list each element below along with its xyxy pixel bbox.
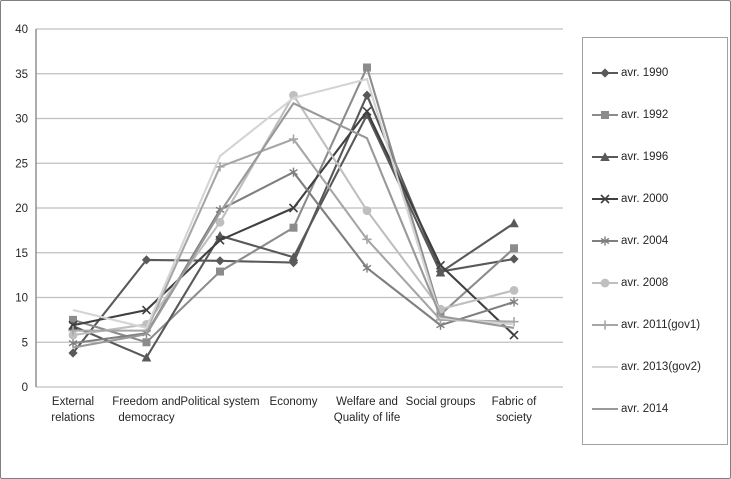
legend-label: avr. 1996 (621, 151, 669, 163)
series-marker-plus (600, 320, 610, 330)
series-marker-square (363, 63, 371, 72)
legend-item: avr. 2004 (591, 234, 727, 248)
legend-marker-triangle-icon (592, 152, 618, 161)
series-marker-diamond (215, 256, 225, 266)
legend-item: avr. 2014 (591, 402, 727, 416)
series-marker-triangle (600, 152, 610, 161)
series-marker-plus (215, 162, 225, 172)
series-marker-x (509, 330, 519, 340)
legend-marker-asterisk-icon (592, 236, 618, 246)
series-marker-triangle (288, 252, 299, 262)
series-marker-x (435, 260, 446, 270)
legend-item: avr. 2000 (591, 192, 727, 206)
series-marker-diamond (600, 68, 610, 78)
series-marker-plus (509, 317, 519, 327)
x-category-label: Freedom and democracy (112, 396, 180, 424)
series-marker-circle (362, 206, 372, 216)
legend-item: avr. 1990 (591, 66, 727, 80)
series-marker-x (362, 106, 372, 116)
series-marker-plus (68, 326, 78, 336)
x-category-label: Social groups (406, 396, 476, 408)
series-marker-square (69, 315, 77, 324)
series-marker-triangle (141, 352, 152, 362)
legend-label: avr. 2013(gov2) (621, 361, 701, 373)
legend-item: avr. 1996 (591, 150, 727, 164)
series-marker-square (601, 111, 609, 119)
x-category-label: Fabric of society (492, 396, 538, 424)
y-tick-label: 30 (15, 114, 28, 126)
series-marker-circle (509, 285, 519, 295)
series-marker-plus (362, 234, 372, 244)
chart-plot-area: 0 5 10 15 20 25 30 35 40 External relations Freedom… (15, 24, 563, 424)
legend-marker-none-icon (592, 407, 618, 411)
legend-marker-x-icon (592, 194, 618, 204)
legend-item: avr. 1992 (591, 108, 727, 122)
legend-marker-none-icon (592, 365, 618, 369)
series-marker-circle (215, 217, 225, 227)
legend-item: avr. 2013(gov2) (591, 360, 727, 374)
series-marker-asterisk (600, 236, 610, 246)
legend-marker-square-icon (592, 111, 618, 119)
x-category-label: Economy (270, 396, 318, 408)
series-marker-triangle (509, 218, 519, 228)
series-marker-x (600, 194, 610, 204)
series-line-avr-2014 (72, 101, 515, 349)
series-marker-asterisk (289, 167, 298, 177)
y-tick-label: 0 (22, 382, 28, 394)
legend-item: avr. 2011(gov1) (591, 318, 727, 332)
y-tick-label: 40 (15, 24, 28, 36)
series-marker-square (142, 338, 151, 347)
series-marker-square (510, 244, 518, 253)
legend-marker-circle-icon (592, 278, 618, 288)
series-marker-diamond (68, 348, 78, 358)
y-tick-label: 20 (15, 203, 28, 215)
legend-label: avr. 2000 (621, 193, 669, 205)
series-marker-asterisk (68, 338, 78, 348)
series-line-avr-2013-gov2- (72, 77, 515, 330)
legend-label: avr. 1992 (621, 109, 669, 121)
series-line-avr-2000 (72, 109, 515, 336)
y-tick-label: 15 (15, 248, 28, 260)
series-marker-square (216, 267, 224, 276)
chart-legend: avr. 1990 avr. 1992 avr. 1996 avr. 2000 avr.… (582, 37, 728, 445)
series-marker-asterisk (362, 263, 372, 273)
legend-label: avr. 2011(gov1) (621, 319, 701, 331)
y-tick-label: 5 (22, 337, 28, 349)
y-tick-label: 35 (15, 69, 28, 81)
legend-marker-plus-icon (592, 320, 618, 330)
series-marker-diamond (509, 254, 519, 264)
x-category-label: Political system (180, 396, 259, 408)
legend-label: avr. 1990 (621, 67, 669, 79)
series-line-avr-2008 (72, 93, 515, 337)
series-marker-plus (288, 134, 299, 144)
y-tick-label: 25 (15, 158, 28, 170)
series-marker-diamond (362, 90, 372, 100)
series-marker-x (215, 235, 225, 245)
series-marker-triangle (435, 267, 446, 277)
legend-label: avr. 2004 (621, 235, 669, 247)
series-marker-square (289, 223, 298, 232)
x-category-label: Welfare and Quality of life (334, 396, 400, 424)
series-marker-x (68, 320, 78, 330)
x-category-label: External relations (51, 396, 95, 424)
legend-label: avr. 2014 (621, 403, 669, 415)
series-marker-x (141, 305, 152, 315)
y-tick-label: 10 (15, 293, 28, 305)
series-marker-circle (600, 278, 610, 288)
legend-item: avr. 2008 (591, 276, 727, 290)
series-line-avr-1992 (72, 64, 515, 344)
series-marker-asterisk (509, 297, 519, 307)
series-marker-x (288, 203, 299, 213)
legend-label: avr. 2008 (621, 277, 669, 289)
legend-marker-diamond-icon (592, 68, 618, 78)
series-marker-diamond (141, 255, 152, 265)
